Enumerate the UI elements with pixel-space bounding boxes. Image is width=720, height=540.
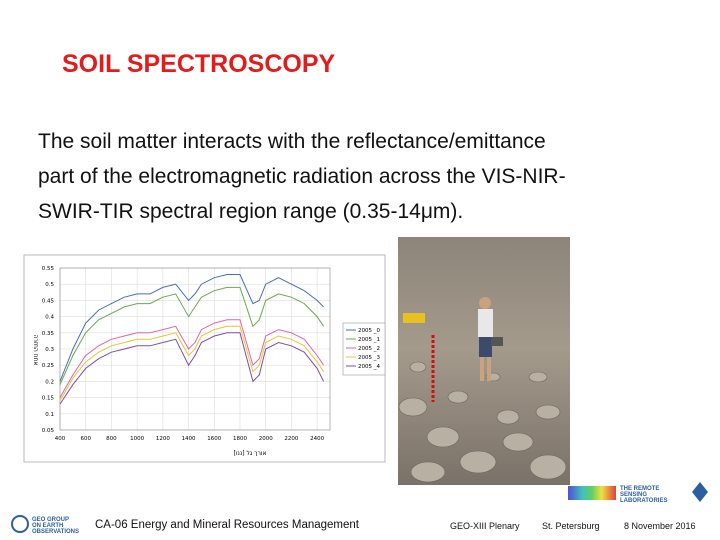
y-tick-label: 0.3 [45,347,54,353]
rocks [398,361,567,483]
legend-label: 2005 _0 [358,328,380,334]
x-tick-label: 2200 [284,436,298,442]
y-tick-label: 0.05 [42,428,55,434]
x-tick-label: 600 [80,436,91,442]
footer-session: CA-06 Energy and Mineral Resources Manag… [95,519,359,531]
series-line [59,325,325,402]
series-line [59,286,325,385]
rsl-logo-spectrum [568,486,616,500]
y-tick-label: 0.55 [42,266,55,272]
footer-date: 8 November 2016 [624,521,696,531]
geo-logo-text: GEO GROUP ON EARTH OBSERVATIONS [32,517,80,535]
person [478,297,503,381]
field-photo [398,237,570,485]
x-tick-label: 1000 [130,436,144,442]
series-line [59,274,324,382]
body-line: SWIR-TIR spectral region range (0.35-14μ… [38,200,464,223]
x-tick-label: 800 [106,436,117,442]
y-tick-label: 0.35 [42,331,55,337]
body-line: The soil matter interacts with the refle… [38,130,546,153]
body-text: The soil matter interacts with the refle… [38,124,566,229]
footer-meeting: GEO-XIII Plenary [450,521,520,531]
vehicle [403,313,425,323]
footer-place: St. Petersburg [542,521,600,531]
chart-frame [23,254,386,463]
y-tick-label: 0.2 [45,379,54,385]
series-line [59,332,325,405]
rsl-logo-text: THE REMOTE SENSING LABORATORIES [620,486,668,504]
x-tick-label: 1600 [207,436,221,442]
x-tick-label: 2000 [259,436,273,442]
legend-label: 2005 _3 [358,355,380,361]
slide-title: SOIL SPECTROSCOPY [62,50,336,78]
footer-graphics [11,482,708,533]
series-line [59,319,325,398]
plot-area [59,267,331,431]
legend-label: 2005 _2 [358,346,380,352]
legend-label: 2005 _1 [358,337,380,343]
legend-label: 2005 _4 [358,364,380,370]
y-tick-label: 0.5 [45,282,54,288]
geo-logo-mark [11,515,29,533]
x-tick-label: 2400 [310,436,324,442]
y-axis-label: אחוז החזרה [32,335,39,366]
y-tick-label: 0.45 [42,298,55,304]
y-tick-label: 0.25 [42,363,55,369]
y-tick-label: 0.1 [45,412,54,418]
x-tick-label: 1800 [233,436,247,442]
x-tick-label: 1400 [182,436,196,442]
x-tick-label: 1200 [156,436,170,442]
x-axis-label: אורך גל [ננו] [233,450,266,457]
y-tick-label: 0.15 [42,396,55,402]
body-line: part of the electromagnetic radiation ac… [38,165,566,188]
x-tick-label: 400 [55,436,66,442]
y-tick-label: 0.4 [45,315,54,321]
university-emblem [692,482,708,502]
